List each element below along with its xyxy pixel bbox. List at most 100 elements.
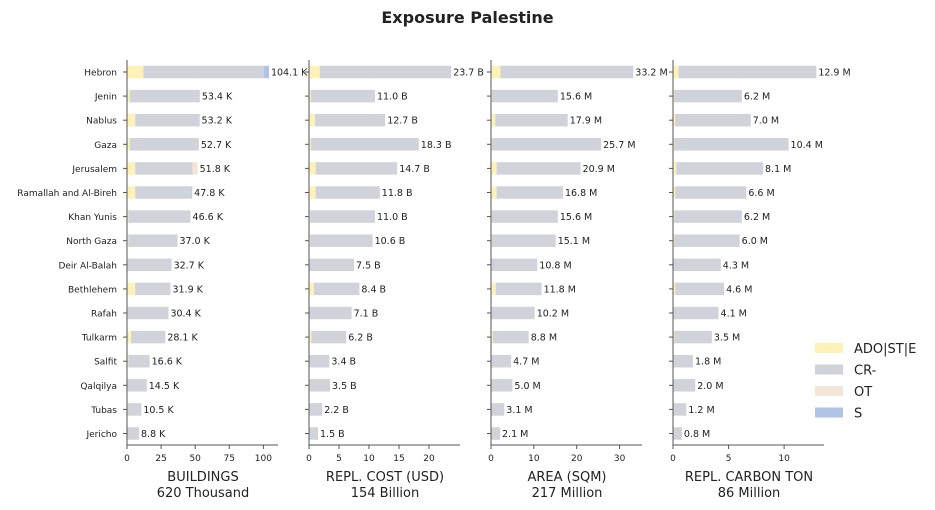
category-label: Tulkarm [81,334,117,344]
panel-3-value-label: 15.6 M [560,92,592,103]
panel-1-x-tick-label: 75 [224,454,235,464]
panel-2-value-label: 11.0 B [377,212,408,223]
panel-1-bar-segment [129,89,200,103]
panel-2-value-label: 3.4 B [331,357,356,368]
panel-4-bar-segment [675,186,747,199]
panel-2-bar-segment [315,186,380,199]
panel-3-value-label: 5.0 M [514,381,540,392]
panel-4-value-label: 0.8 M [684,429,710,440]
panel-1-bar-segment [127,234,129,247]
panel-1-bar-segment [192,162,198,175]
panel-2-value-label: 18.3 B [421,140,452,151]
panel-3-bar-segment [491,306,535,320]
panel-2-bar-segment [309,210,311,223]
panel-2-bar-segment [309,379,330,392]
panel-4-bar-segment [673,258,721,272]
panel-2-bar-segment [313,282,360,296]
panel-2-bar-segment [309,186,316,199]
panel-1-axis-label: BUILDINGS [167,470,238,485]
panel-1-bar-segment [263,65,269,79]
panel-1-bar-segment [129,138,199,151]
category-label: Khan Yunis [68,213,117,223]
category-label: Qalqilya [80,382,117,392]
category-label: Gaza [94,141,117,151]
panel-4-bar-segment [674,234,740,247]
panel-2-bar-segment [309,162,316,175]
category-label: Deir Al-Balah [58,261,117,271]
panel-3-bar-segment [496,186,563,199]
panel-4-value-label: 3.5 M [714,333,740,344]
panel-3-x-tick-label: 10 [528,454,540,464]
panel-4-bar-segment [673,89,675,103]
panel-4-bar-segment [678,65,817,79]
panel-1-bar-segment [131,330,166,344]
panel-2-bar-segment [309,354,330,368]
category-label: Nablus [86,117,117,127]
panel-3-bar-segment [491,89,558,103]
panel-4-bar-segment [673,210,675,223]
panel-2-bar-segment [310,89,375,103]
panel-3-value-label: 25.7 M [603,140,635,151]
panel-1-bar-segment [143,65,264,79]
panel-4-x-tick-label: 0 [670,454,676,464]
panel-2-bar-segment [309,282,314,296]
panel-4-bar-segment [673,186,676,199]
panel-3-x-tick-label: 30 [614,454,626,464]
panel-2-x-tick-label: 20 [423,454,435,464]
panel-3-bar-segment [496,162,581,175]
panel-3-bar-segment [491,379,513,392]
panel-3-bar-segment [491,427,500,440]
panel-3-bar-segment [491,258,538,272]
legend-swatch [815,343,843,353]
panel-3-bar-segment [500,65,634,79]
panel-4-x-tick-label: 10 [778,454,790,464]
panel-3-x-tick-label: 0 [488,454,494,464]
panel-1-bar-segment [135,113,199,127]
panel-2-bar-segment [319,65,452,79]
panel-3-value-label: 10.2 M [537,309,569,320]
panel-2-bar-segment [310,210,375,223]
panel-2-bar-segment [309,138,311,151]
panel-1-value-label: 32.7 K [174,260,205,271]
panel-3-bar-segment [491,186,497,199]
legend-swatch [815,364,843,375]
legend-swatch [815,407,843,418]
panel-4-value-label: 1.8 M [695,357,721,368]
panel-1-x-tick-label: 0 [124,454,130,464]
panel-1-bar-segment [127,403,142,416]
panel-3-value-label: 20.9 M [583,164,615,175]
panel-2-value-label: 14.7 B [399,164,430,175]
panel-3-value-label: 3.1 M [506,405,532,416]
panel-3-value-label: 4.7 M [513,357,539,368]
panel-2-value-label: 23.7 B [453,68,484,79]
legend-label: S [854,407,862,422]
panel-2-value-label: 11.0 B [377,92,408,103]
panel-4-bar-segment [673,282,676,296]
panel-4-value-label: 12.9 M [818,68,850,79]
category-label: Rafah [91,310,117,320]
panel-3-value-label: 15.1 M [558,236,590,247]
panel-1-bar-segment [127,330,132,344]
panel-2-value-label: 3.5 B [332,381,357,392]
panel-1-bar-segment [127,427,139,440]
panel-4-value-label: 6.6 M [748,188,774,199]
panel-3-bar-segment [495,282,542,296]
panel-1-value-label: 46.6 K [193,212,224,223]
panel-3-value-label: 17.9 M [570,116,602,127]
panel-1-value-label: 14.5 K [149,381,180,392]
panel-2-bar-segment [309,330,312,344]
panel-4-bar-segment [673,379,696,392]
panel-1-bar-segment [127,306,169,320]
panel-1-value-label: 47.8 K [194,188,225,199]
panel-4-bar-segment [674,138,789,151]
panel-1-bar-segment [127,138,130,151]
panel-2-bar-segment [315,113,386,127]
panel-4-bar-segment [673,234,675,247]
panel-3-bar-segment [491,403,505,416]
panel-4-bar-segment [675,282,725,296]
chart-title: Exposure Palestine [381,8,554,27]
category-label: Ramallah and Al-Bireh [17,189,117,199]
category-label: Jenin [94,93,117,103]
panel-1-bar-segment [128,354,150,368]
panel-1-value-label: 37.0 K [179,236,210,247]
